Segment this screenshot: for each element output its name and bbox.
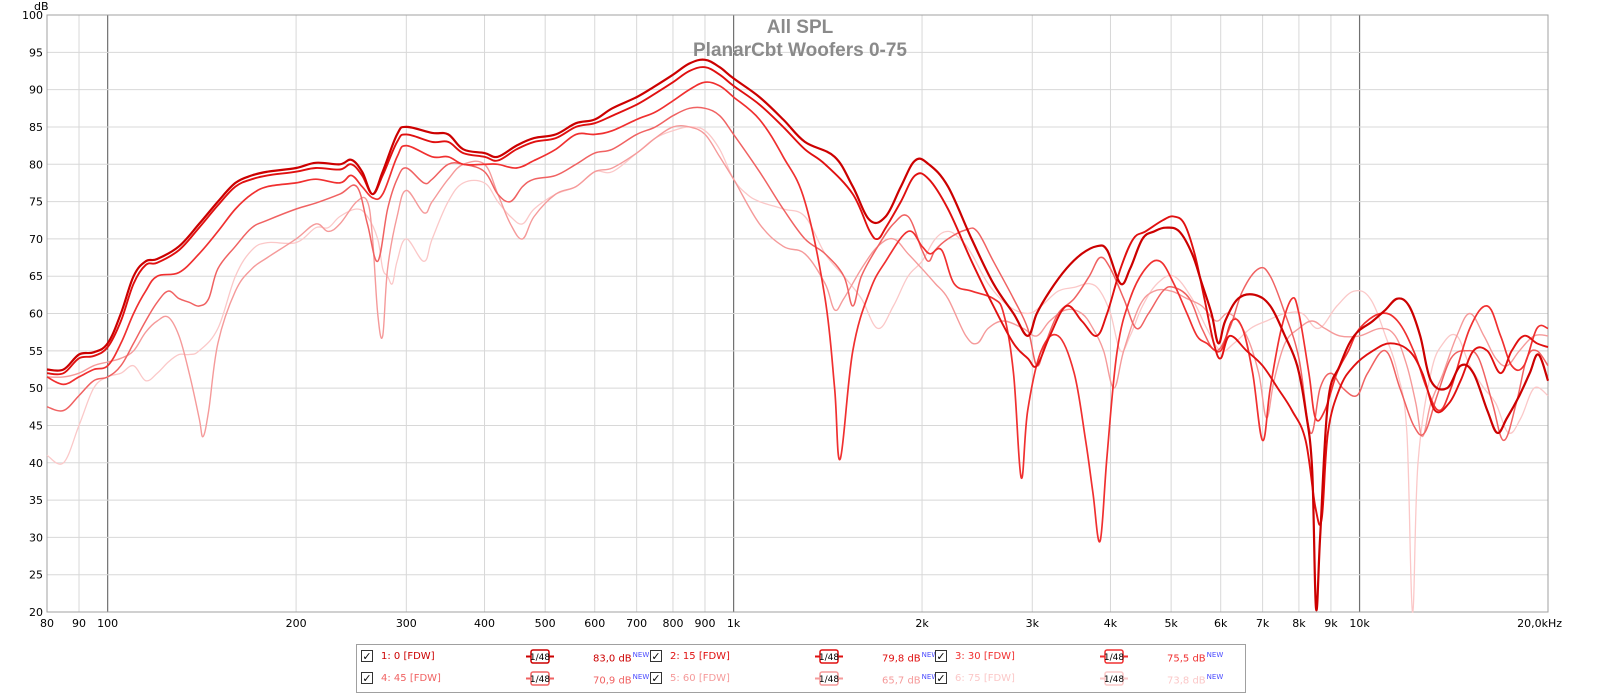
y-tick-label: 85 — [29, 121, 43, 134]
chart-title: All SPL — [767, 17, 834, 38]
x-tick-label: 6k — [1214, 617, 1228, 630]
spl-chart: 20 25 30 35 40 45 50 55 60 65 70 75 80 85 90 95 100 80 90 1… — [22, 0, 1562, 630]
x-tick-label: 8k — [1292, 617, 1306, 630]
legend-item-5[interactable]: ✓ 5: 60 [FDW] 1/48 65,7 dBNEW — [650, 670, 940, 690]
legend-panel: ✓ 1: 0 [FDW] 1/48 83,0 dBNEW ✓ 2: 15 [FD… — [356, 644, 1246, 693]
legend-label: 6: 75 [FDW] — [955, 673, 1015, 684]
y-axis-label: dB — [34, 0, 49, 13]
checkbox[interactable]: ✓ — [361, 650, 373, 663]
checkbox[interactable]: ✓ — [650, 672, 662, 685]
legend-value: 79,8 dBNEW — [882, 651, 939, 665]
y-tick-label: 20 — [29, 606, 43, 619]
x-tick-label: 200 — [286, 617, 307, 630]
series-line-3 — [46, 81, 1549, 543]
series-line-1 — [46, 58, 1550, 612]
legend-label: 4: 45 [FDW] — [381, 673, 441, 684]
x-tick-label: 500 — [535, 617, 556, 630]
x-tick-label: 700 — [626, 617, 647, 630]
svg-text:1/48: 1/48 — [819, 675, 839, 685]
series-line-6 — [46, 126, 1549, 613]
x-tick-label: 9k — [1324, 617, 1338, 630]
series-layer — [46, 58, 1550, 613]
x-tick-label: 7k — [1256, 617, 1270, 630]
legend-value: 65,7 dBNEW — [882, 673, 939, 687]
x-tick-label: 100 — [97, 617, 118, 630]
legend-value: 73,8 dBNEW — [1167, 673, 1224, 687]
x-tick-label: 1k — [727, 617, 741, 630]
legend-label: 5: 60 [FDW] — [670, 673, 730, 684]
chart-subtitle: PlanarCbt Woofers 0-75 — [693, 40, 907, 61]
x-tick-label: 10k — [1349, 617, 1370, 630]
legend-item-1[interactable]: ✓ 1: 0 [FDW] 1/48 83,0 dBNEW — [361, 648, 651, 668]
y-tick-label: 60 — [29, 308, 43, 321]
svg-text:1/48: 1/48 — [530, 653, 550, 663]
x-tick-label: 2k — [915, 617, 929, 630]
legend-label: 2: 15 [FDW] — [670, 651, 730, 662]
legend-item-3[interactable]: ✓ 3: 30 [FDW] 1/48 75,5 dBNEW — [935, 648, 1225, 668]
legend-item-2[interactable]: ✓ 2: 15 [FDW] 1/48 79,8 dBNEW — [650, 648, 940, 668]
svg-text:1/48: 1/48 — [1104, 675, 1124, 685]
svg-text:1/48: 1/48 — [530, 675, 550, 685]
y-tick-label: 45 — [29, 419, 43, 432]
y-tick-label: 100 — [22, 9, 43, 22]
y-tick-label: 80 — [29, 158, 43, 171]
legend-value: 83,0 dBNEW — [593, 651, 650, 665]
x-tick-label: 3k — [1026, 617, 1040, 630]
smoothing-icon[interactable]: 1/48 — [815, 671, 843, 686]
series-line-4 — [46, 106, 1549, 442]
y-tick-label: 95 — [29, 46, 43, 59]
legend-label: 3: 30 [FDW] — [955, 651, 1015, 662]
legend-item-4[interactable]: ✓ 4: 45 [FDW] 1/48 70,9 dBNEW — [361, 670, 651, 690]
x-tick-label: 90 — [72, 617, 86, 630]
y-tick-label: 30 — [29, 531, 43, 544]
y-tick-label: 50 — [29, 382, 43, 395]
series-line-5 — [46, 124, 1549, 438]
svg-text:1/48: 1/48 — [1104, 653, 1124, 663]
x-tick-label: 300 — [396, 617, 417, 630]
y-tick-label: 65 — [29, 270, 43, 283]
x-tick-label: 80 — [40, 617, 54, 630]
y-tick-label: 55 — [29, 345, 43, 358]
x-tick-label: 800 — [662, 617, 683, 630]
y-tick-label: 75 — [29, 196, 43, 209]
smoothing-icon[interactable]: 1/48 — [526, 649, 554, 664]
legend-value: 75,5 dBNEW — [1167, 651, 1224, 665]
plot-frame — [46, 14, 1549, 613]
grid-lines — [47, 14, 1548, 613]
axis-labels: 20 25 30 35 40 45 50 55 60 65 70 75 80 85 90 95 100 80 90 1… — [22, 9, 1562, 630]
x-tick-label: 5k — [1164, 617, 1178, 630]
y-tick-label: 25 — [29, 569, 43, 582]
x-tick-label: 4k — [1104, 617, 1118, 630]
x-tick-label: 600 — [584, 617, 605, 630]
x-tick-label: 20,0kHz — [1517, 617, 1562, 630]
y-tick-label: 90 — [29, 84, 43, 97]
x-tick-label: 900 — [694, 617, 715, 630]
series-line-2 — [46, 66, 1549, 526]
legend-row: ✓ 1: 0 [FDW] 1/48 83,0 dBNEW ✓ 2: 15 [FD… — [357, 647, 1245, 669]
checkbox[interactable]: ✓ — [935, 650, 947, 663]
smoothing-icon[interactable]: 1/48 — [815, 649, 843, 664]
legend-item-6[interactable]: ✓ 6: 75 [FDW] 1/48 73,8 dBNEW — [935, 670, 1225, 690]
smoothing-icon[interactable]: 1/48 — [1100, 671, 1128, 686]
y-tick-label: 35 — [29, 494, 43, 507]
legend-row: ✓ 4: 45 [FDW] 1/48 70,9 dBNEW ✓ 5: 60 [F… — [357, 669, 1245, 691]
checkbox[interactable]: ✓ — [361, 672, 373, 685]
svg-text:1/48: 1/48 — [819, 653, 839, 663]
smoothing-icon[interactable]: 1/48 — [526, 671, 554, 686]
legend-label: 1: 0 [FDW] — [381, 651, 435, 662]
y-tick-label: 70 — [29, 233, 43, 246]
x-tick-label: 400 — [474, 617, 495, 630]
legend-value: 70,9 dBNEW — [593, 673, 650, 687]
y-tick-label: 40 — [29, 457, 43, 470]
checkbox[interactable]: ✓ — [935, 672, 947, 685]
checkbox[interactable]: ✓ — [650, 650, 662, 663]
smoothing-icon[interactable]: 1/48 — [1100, 649, 1128, 664]
